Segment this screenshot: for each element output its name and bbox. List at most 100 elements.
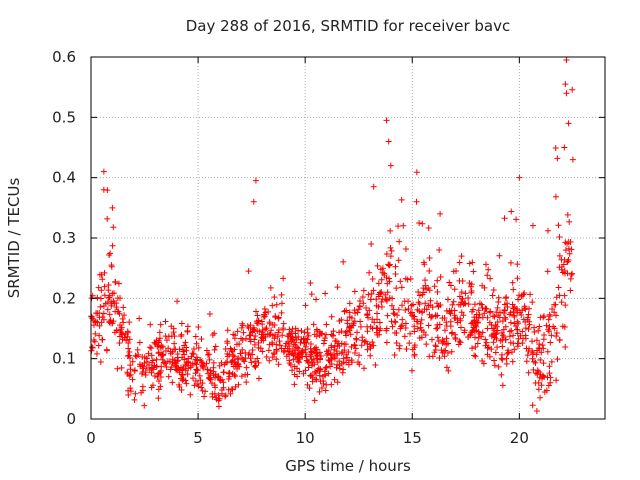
data-point	[276, 338, 283, 345]
data-point	[407, 275, 414, 282]
data-point	[506, 333, 513, 340]
data-point	[252, 362, 259, 369]
data-point	[360, 300, 367, 307]
data-point	[554, 356, 561, 363]
data-point	[238, 324, 245, 331]
data-point	[391, 329, 398, 336]
data-point	[95, 284, 102, 291]
data-point	[529, 338, 536, 345]
data-point	[389, 323, 396, 330]
data-point	[406, 340, 413, 347]
data-point	[307, 345, 314, 352]
data-point	[333, 364, 340, 371]
data-point	[336, 329, 343, 336]
data-point	[556, 292, 563, 299]
data-point	[338, 340, 345, 347]
data-point	[133, 353, 140, 360]
data-point	[562, 247, 569, 254]
data-point	[192, 378, 199, 385]
data-point	[227, 345, 234, 352]
data-point	[474, 319, 481, 326]
data-point	[493, 330, 500, 337]
data-point	[129, 358, 136, 365]
data-point	[227, 390, 234, 397]
data-point	[189, 360, 196, 367]
data-point	[537, 394, 544, 401]
data-point	[239, 346, 246, 353]
data-point	[443, 323, 450, 330]
data-point	[356, 352, 363, 359]
data-point	[353, 335, 360, 342]
data-point	[545, 326, 552, 333]
x-tick-label: 0	[86, 429, 96, 447]
data-point	[501, 307, 508, 314]
data-point	[388, 302, 395, 309]
data-point	[320, 377, 327, 384]
data-point	[547, 379, 554, 386]
data-point	[551, 309, 558, 316]
data-point	[404, 276, 411, 283]
data-point	[146, 366, 153, 373]
data-point	[279, 332, 286, 339]
data-point	[156, 329, 163, 336]
data-point	[251, 363, 258, 370]
data-point	[422, 332, 429, 339]
data-point	[518, 311, 525, 318]
data-point	[364, 328, 371, 335]
data-point	[273, 356, 280, 363]
data-point	[175, 357, 182, 364]
data-point	[540, 336, 547, 343]
data-point	[413, 169, 420, 176]
data-point	[538, 349, 545, 356]
data-point	[110, 224, 117, 231]
data-point	[437, 210, 444, 217]
data-point	[351, 342, 358, 349]
data-point	[387, 227, 394, 234]
data-point	[378, 276, 385, 283]
data-point	[540, 360, 547, 367]
data-point	[397, 325, 404, 332]
data-point	[559, 323, 566, 330]
data-point	[448, 330, 455, 337]
data-point	[367, 343, 374, 350]
data-point	[378, 303, 385, 310]
data-point	[334, 284, 341, 291]
data-point	[356, 298, 363, 305]
data-point	[502, 336, 509, 343]
data-point	[490, 313, 497, 320]
data-point	[546, 313, 553, 320]
data-point	[272, 331, 279, 338]
data-point	[230, 352, 237, 359]
data-point	[533, 337, 540, 344]
data-point	[292, 334, 299, 341]
data-point	[140, 365, 147, 372]
data-point	[382, 296, 389, 303]
data-point	[422, 282, 429, 289]
data-point	[494, 327, 501, 334]
data-point	[100, 168, 107, 175]
data-point	[290, 356, 297, 363]
data-point	[510, 286, 517, 293]
x-tick-label: 10	[296, 429, 315, 447]
data-point	[310, 321, 317, 328]
data-point	[525, 326, 532, 333]
data-point	[331, 343, 338, 350]
data-point	[485, 266, 492, 273]
data-point	[469, 308, 476, 315]
data-point	[302, 302, 309, 309]
data-point	[224, 327, 231, 334]
data-point	[131, 396, 138, 403]
data-point	[524, 352, 531, 359]
data-point	[410, 301, 417, 308]
data-point	[507, 259, 514, 266]
data-point	[189, 350, 196, 357]
data-point	[212, 343, 219, 350]
data-point	[182, 367, 189, 374]
data-point	[443, 364, 450, 371]
data-point	[514, 261, 521, 268]
data-point	[153, 356, 160, 363]
data-point	[155, 370, 162, 377]
data-point	[163, 337, 170, 344]
data-point	[164, 358, 171, 365]
data-point	[496, 252, 503, 259]
